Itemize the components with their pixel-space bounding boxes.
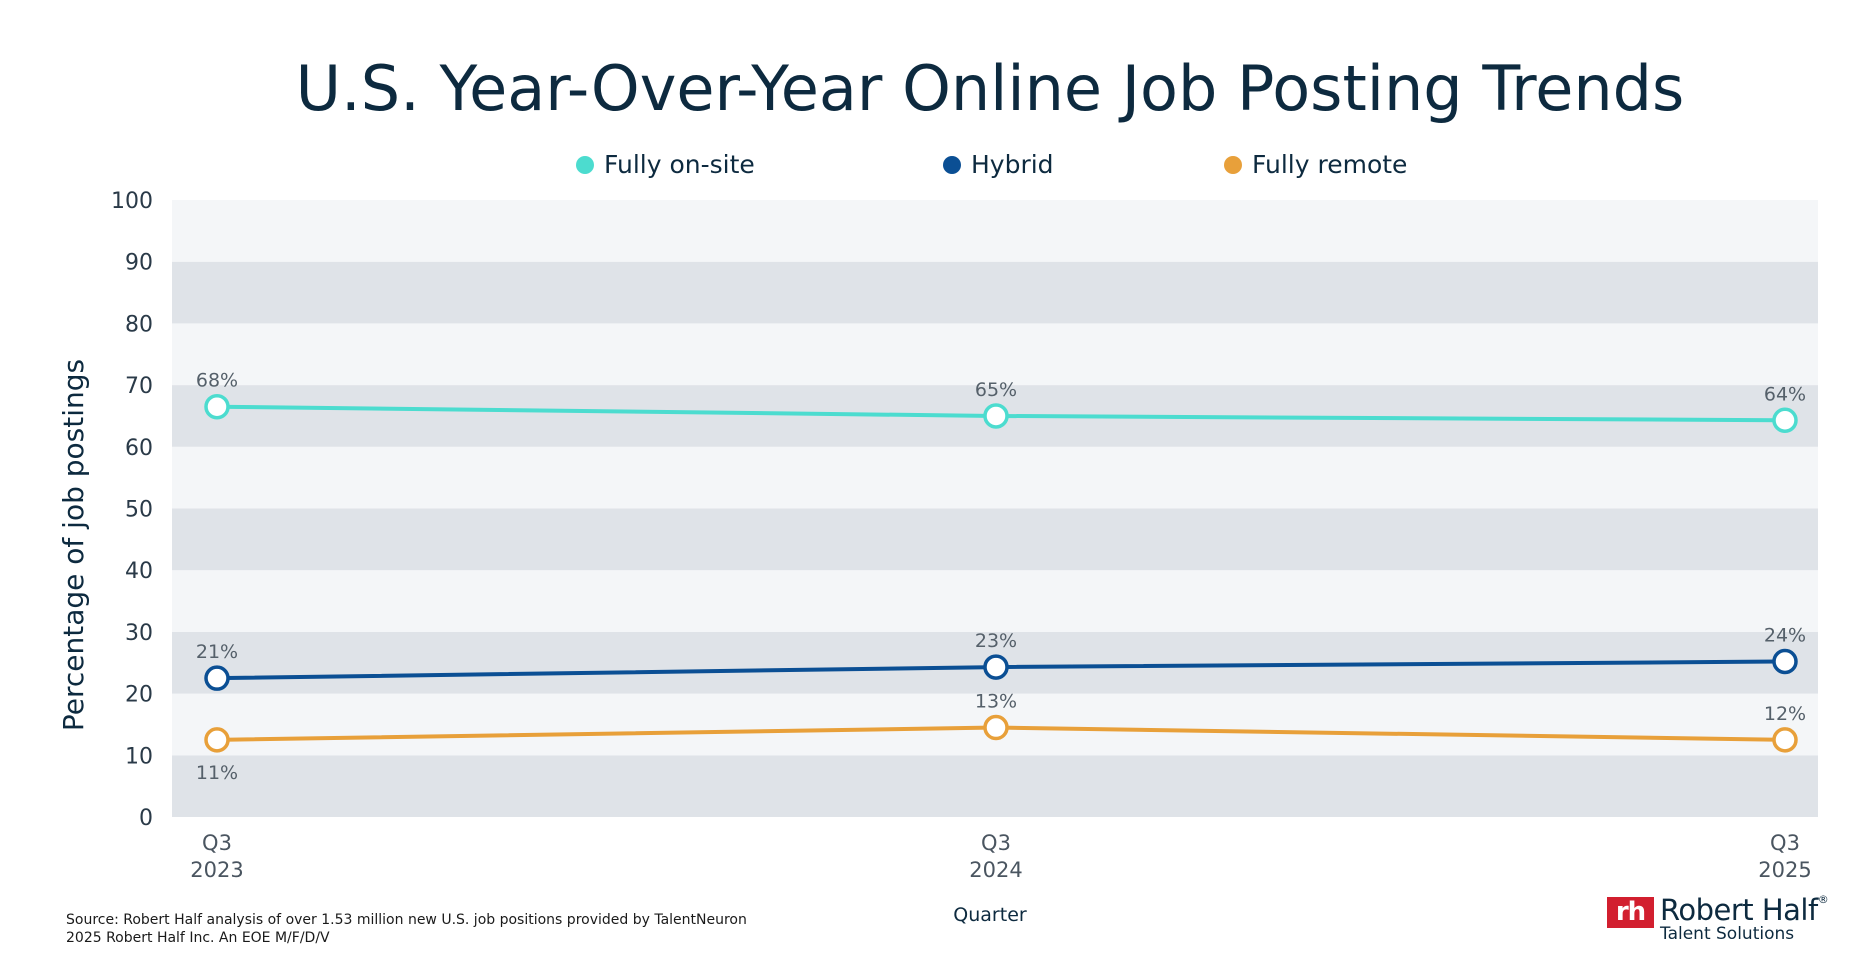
plot-background-bands [172,200,1818,817]
x-tick-label: Q3 [202,831,232,855]
data-point [1772,727,1798,753]
x-axis-ticks: Q3 2023 Q3 2024 Q3 2025 [190,831,1811,882]
data-label: 11% [196,762,238,784]
data-point [1772,407,1798,434]
data-label: 12% [1764,703,1806,725]
y-axis-title: Percentage of job postings [57,359,90,731]
y-tick-label: 100 [111,189,153,214]
x-tick-label: Q3 [1770,831,1800,855]
data-label: 13% [975,691,1017,713]
data-label: 21% [196,641,238,663]
series-group: 68% 65% 64% 21% 23% 24% 11% 13% 12% [196,370,1806,784]
data-label: 68% [196,370,238,392]
logo-mark: rh [1607,897,1654,928]
data-point [983,403,1009,429]
legend: Fully on-site Hybrid Fully remote [576,150,1407,179]
plot-band [172,508,1818,571]
logo-subtitle: Talent Solutions [1660,924,1795,944]
plot-band [172,446,1818,509]
data-label: 23% [975,630,1017,652]
logo-name-text: Robert Half [1660,893,1818,927]
y-tick-label: 10 [125,744,153,769]
plot-band [172,261,1818,324]
plot-band [172,323,1818,386]
source-note: Source: Robert Half analysis of over 1.5… [66,912,747,928]
x-axis-title: Quarter [953,904,1027,926]
footer: Source: Robert Half analysis of over 1.5… [66,911,747,947]
x-tick-label-year: 2025 [1758,858,1811,882]
data-point [204,665,230,691]
y-tick-label: 70 [125,374,153,399]
logo-name: Robert Half® [1660,893,1829,927]
y-tick-label: 20 [125,683,153,708]
y-tick-label: 80 [125,312,153,337]
robert-half-logo: rh Robert Half® Talent Solutions [1607,893,1829,947]
y-tick-label: 50 [125,498,153,523]
legend-marker [943,156,961,174]
legend-label: Hybrid [971,150,1054,179]
y-axis-ticks: 0 10 20 30 40 50 60 70 80 90 100 [111,189,153,831]
copyright-note: 2025 Robert Half Inc. An EOE M/F/D/V [66,930,330,946]
y-tick-label: 0 [139,806,153,831]
data-point [1772,648,1798,675]
data-point [204,727,230,753]
legend-marker [1224,156,1242,174]
plot-band [172,570,1818,632]
y-tick-label: 90 [125,251,153,276]
chart-title: U.S. Year-Over-Year Online Job Posting T… [296,52,1685,125]
x-tick-label-year: 2024 [969,858,1022,882]
data-label: 24% [1764,625,1806,647]
data-label: 64% [1764,383,1806,405]
y-tick-label: 30 [125,621,153,646]
plot-band [172,755,1818,817]
data-point [204,393,230,420]
data-label: 65% [975,379,1017,401]
legend-marker [576,156,594,174]
legend-label: Fully on-site [604,150,755,179]
data-point [983,714,1009,741]
x-tick-label-year: 2023 [190,858,243,882]
y-tick-label: 40 [125,559,153,584]
data-point [983,654,1009,680]
x-tick-label: Q3 [981,831,1011,855]
legend-label: Fully remote [1252,150,1407,179]
y-tick-label: 60 [125,436,153,461]
plot-band [172,200,1818,262]
logo-trademark: ® [1817,893,1829,906]
